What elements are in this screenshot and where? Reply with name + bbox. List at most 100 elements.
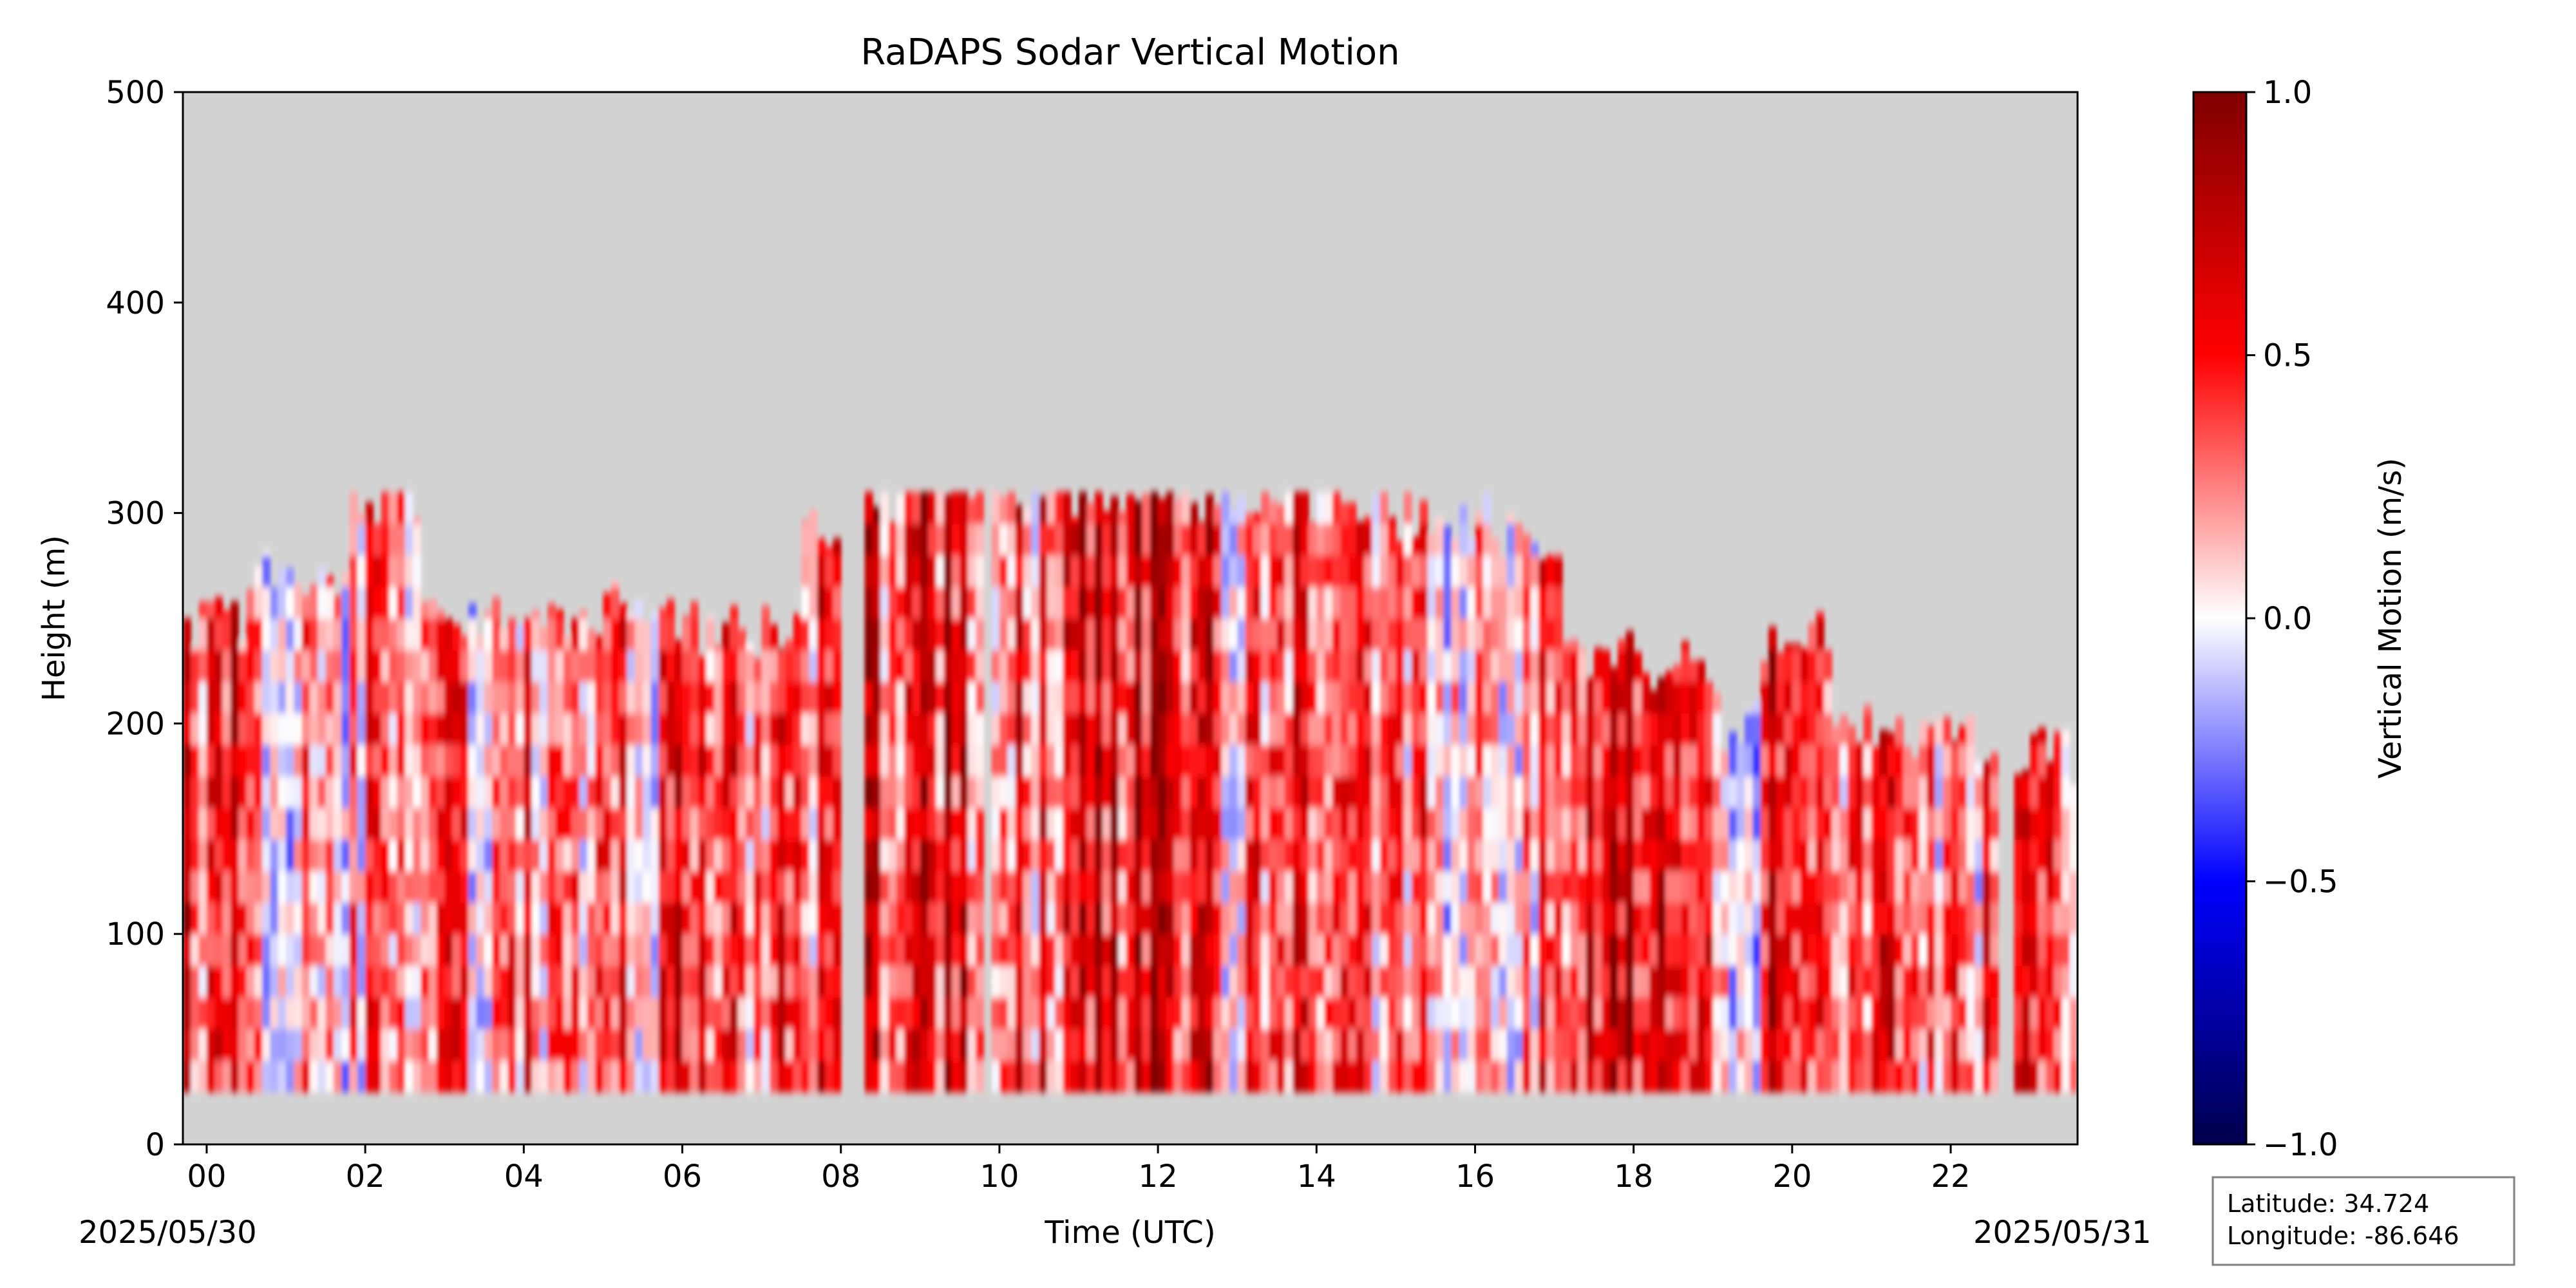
heatmap-cell xyxy=(833,839,842,871)
heatmap-cell xyxy=(1205,744,1214,777)
heatmap-cell xyxy=(801,1028,810,1061)
heatmap-cell xyxy=(943,965,952,998)
heatmap-cell xyxy=(1197,618,1206,650)
heatmap-cell xyxy=(1379,744,1388,777)
heatmap-cell xyxy=(1546,776,1555,808)
heatmap-cell xyxy=(904,997,913,1029)
heatmap-cell xyxy=(730,681,739,714)
heatmap-cell xyxy=(896,523,905,556)
heatmap-cell xyxy=(1871,776,1880,808)
heatmap-cell xyxy=(1990,839,1999,871)
heatmap-cell xyxy=(460,965,469,998)
heatmap-cell xyxy=(539,650,548,682)
heatmap-cell xyxy=(595,839,604,871)
heatmap-cell xyxy=(753,871,762,903)
heatmap-cell xyxy=(658,618,667,650)
heatmap-cell xyxy=(746,965,755,998)
heatmap-cell xyxy=(2069,839,2078,871)
heatmap-cell xyxy=(1768,997,1777,1029)
heatmap-cell xyxy=(1007,650,1016,682)
heatmap-cell xyxy=(825,997,834,1029)
heatmap-cell xyxy=(1657,808,1666,840)
heatmap-cell xyxy=(706,618,715,650)
heatmap-cell xyxy=(1142,965,1151,998)
heatmap-cell xyxy=(571,713,580,745)
heatmap-cell xyxy=(1324,618,1333,650)
heatmap-cell xyxy=(1942,808,1951,840)
heatmap-cell xyxy=(1776,652,1785,682)
heatmap-cell xyxy=(904,1060,913,1093)
heatmap-cell xyxy=(381,587,390,619)
heatmap-cell xyxy=(301,595,310,619)
heatmap-cell xyxy=(2038,871,2047,903)
heatmap-cell xyxy=(1015,555,1024,587)
heatmap-cell xyxy=(634,839,643,871)
heatmap-cell xyxy=(1086,618,1095,650)
heatmap-cell xyxy=(428,744,437,777)
heatmap-cell xyxy=(1815,997,1824,1029)
heatmap-cell xyxy=(1213,1028,1222,1061)
heatmap-cell xyxy=(1642,902,1651,934)
heatmap-cell xyxy=(1665,1060,1674,1093)
heatmap-cell xyxy=(492,1028,501,1061)
heatmap-cell xyxy=(198,650,207,682)
heatmap-cell xyxy=(603,839,612,871)
heatmap-cell xyxy=(246,997,255,1029)
heatmap-cell xyxy=(262,871,271,903)
heatmap-cell xyxy=(373,902,382,934)
heatmap-cell xyxy=(1506,808,1515,840)
heatmap-cell xyxy=(904,523,913,556)
heatmap-cell xyxy=(1276,776,1285,808)
heatmap-cell xyxy=(1879,1060,1888,1093)
heatmap-cell xyxy=(952,713,961,745)
heatmap-cell xyxy=(397,744,406,777)
heatmap-cell xyxy=(301,1028,310,1061)
heatmap-cell xyxy=(1609,776,1618,808)
heatmap-cell xyxy=(1300,555,1309,587)
heatmap-cell xyxy=(999,1060,1008,1093)
heatmap-cell xyxy=(492,965,501,998)
heatmap-cell xyxy=(1895,934,1904,966)
heatmap-cell xyxy=(1102,965,1111,998)
heatmap-cell xyxy=(1736,744,1745,777)
heatmap-cell xyxy=(452,1028,461,1061)
heatmap-cell xyxy=(619,603,628,619)
heatmap-cell xyxy=(1023,555,1032,587)
heatmap-cell xyxy=(888,555,897,587)
heatmap-cell xyxy=(413,934,422,966)
heatmap-cell xyxy=(967,555,976,587)
heatmap-cell xyxy=(1300,491,1309,524)
heatmap-cell xyxy=(1633,1028,1642,1061)
heatmap-cell xyxy=(1094,681,1103,714)
heatmap-cell xyxy=(888,1028,897,1061)
heatmap-cell xyxy=(1736,997,1745,1029)
heatmap-cell xyxy=(1848,997,1857,1029)
heatmap-cell xyxy=(1760,681,1769,714)
heatmap-cell xyxy=(1935,871,1944,903)
heatmap-cell xyxy=(214,1060,223,1093)
heatmap-cell xyxy=(1673,1060,1682,1093)
heatmap-cell xyxy=(825,681,834,714)
heatmap-cell xyxy=(524,650,533,682)
heatmap-cell xyxy=(785,808,794,840)
heatmap-cell xyxy=(1918,934,1927,966)
heatmap-cell xyxy=(404,523,413,556)
heatmap-cell xyxy=(1150,871,1159,903)
heatmap-cell xyxy=(524,744,533,777)
heatmap-cell xyxy=(1015,523,1024,556)
heatmap-cell xyxy=(1982,997,1991,1029)
heatmap-cell xyxy=(1388,934,1397,966)
heatmap-cell xyxy=(1681,965,1690,998)
heatmap-cell xyxy=(1911,757,1920,777)
heatmap-cell xyxy=(1126,744,1135,777)
heatmap-cell xyxy=(1189,839,1198,871)
x-tick-label: 16 xyxy=(1455,1159,1495,1195)
heatmap-cell xyxy=(753,934,762,966)
heatmap-cell xyxy=(1134,965,1143,998)
heatmap-cell xyxy=(1269,1028,1278,1061)
heatmap-cell xyxy=(1173,650,1182,682)
heatmap-cell xyxy=(294,744,303,777)
heatmap-cell xyxy=(627,1060,636,1093)
heatmap-cell xyxy=(317,713,327,745)
heatmap-cell xyxy=(1951,934,1960,966)
